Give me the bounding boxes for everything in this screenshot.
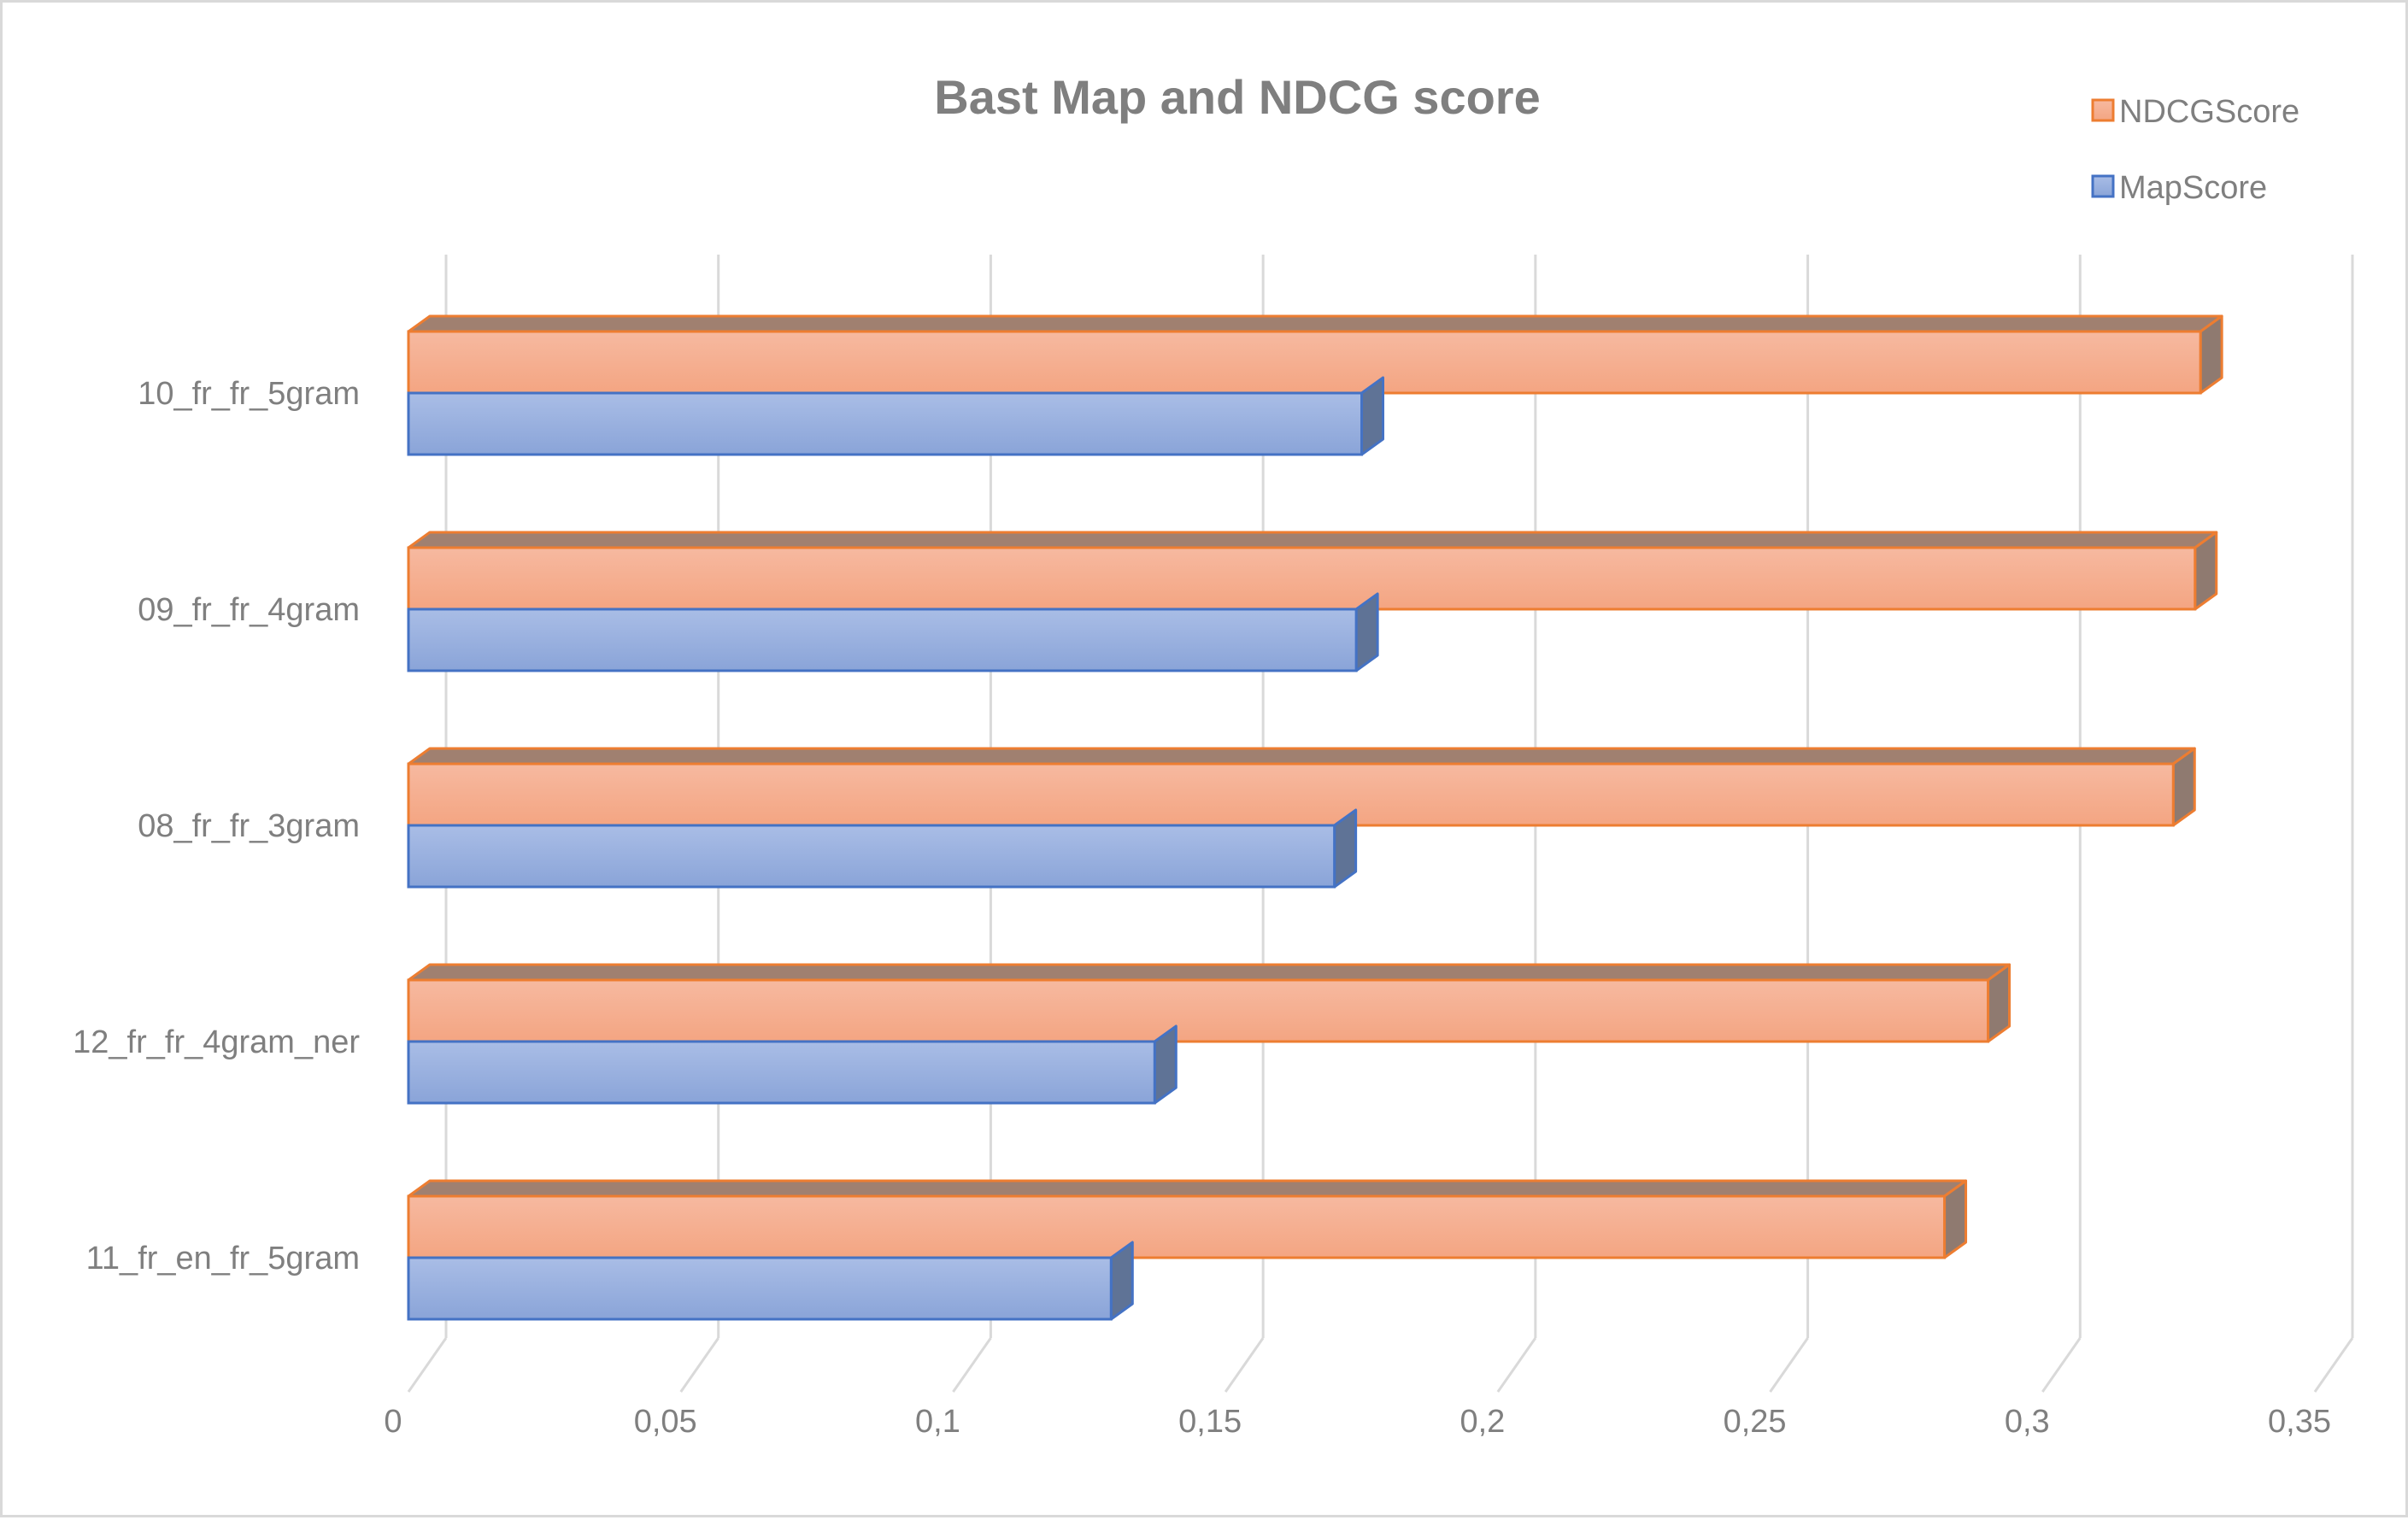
bar-front-face [408,1258,1111,1319]
bar-NDCGScore-2 [408,748,2194,825]
category-label-4: 11_fr_en_fr_5gram [86,1241,360,1276]
bar-side-face [2200,316,2222,393]
bar-chart: Bast Map and NDCG score 10_fr_fr_5gram 09… [3,3,2408,1520]
x-tick-label-4: 0,2 [1459,1404,1505,1440]
bar-front-face [408,332,2200,393]
category-label-0: 10_fr_fr_5gram [138,376,360,412]
bar-front-face [408,1042,1154,1103]
x-tick-label-7: 0,35 [2268,1404,2331,1440]
x-tick-labels: 0 0,05 0,1 0,15 0,2 0,25 0,3 0,35 [384,1404,2331,1440]
chart-title: Bast Map and NDCG score [934,70,1541,124]
bar-NDCGScore-4 [408,1181,1966,1258]
x-tick-label-2: 0,1 [915,1404,960,1440]
bar-side-face [1945,1181,1966,1258]
legend-item-MapScore: MapScore [2093,170,2267,206]
category-labels: 10_fr_fr_5gram 09_fr_fr_4gram 08_fr_fr_3gr… [73,376,360,1276]
x-tick-label-3: 0,15 [1178,1404,1242,1440]
bar-top-face [408,316,2222,332]
bar-side-face [2195,532,2217,609]
legend-swatch [2093,100,2113,120]
bar-front-face [408,1196,1945,1258]
x-tick-label-0: 0 [384,1404,402,1440]
gridline-floor-7 [2315,1338,2352,1392]
bar-NDCGScore-0 [408,316,2222,393]
bar-side-face [1111,1242,1132,1319]
bar-top-face [408,965,2010,980]
bar-side-face [1362,378,1383,455]
x-tick-label-6: 0,3 [2005,1404,2050,1440]
bar-front-face [408,609,1356,671]
category-label-1: 09_fr_fr_4gram [138,592,360,628]
bar-NDCGScore-1 [408,532,2217,609]
gridline-floor-3 [1225,1338,1263,1392]
bar-top-face [408,1181,1966,1196]
bar-top-face [408,748,2194,764]
bar-side-face [1335,810,1356,887]
gridline-floor-5 [1771,1338,1808,1392]
legend-label: NDCGScore [2119,94,2299,130]
bar-side-face [1356,594,1377,671]
gridline-floor-1 [681,1338,719,1392]
gridline-floor-2 [953,1338,990,1392]
x-tick-label-5: 0,25 [1724,1404,1787,1440]
bar-side-face [1988,965,2010,1042]
category-label-3: 12_fr_fr_4gram_ner [73,1024,360,1060]
legend-label: MapScore [2119,170,2267,206]
category-label-2: 08_fr_fr_3gram [138,808,360,844]
legend: NDCGScore MapScore [2093,94,2299,206]
bar-NDCGScore-3 [408,965,2010,1042]
bar-side-face [1154,1026,1176,1103]
bar-front-face [408,548,2195,609]
legend-swatch [2093,176,2113,197]
legend-item-NDCGScore: NDCGScore [2093,94,2299,130]
bar-front-face [408,980,1988,1042]
bar-front-face [408,764,2173,825]
bar-front-face [408,825,1335,887]
bar-top-face [408,532,2217,548]
x-tick-label-1: 0,05 [634,1404,697,1440]
gridline-floor-0 [408,1338,446,1392]
bar-front-face [408,393,1362,455]
gridline-floor-6 [2042,1338,2080,1392]
gridline-floor-4 [1498,1338,1536,1392]
bars [408,316,2222,1319]
bar-side-face [2173,748,2194,825]
